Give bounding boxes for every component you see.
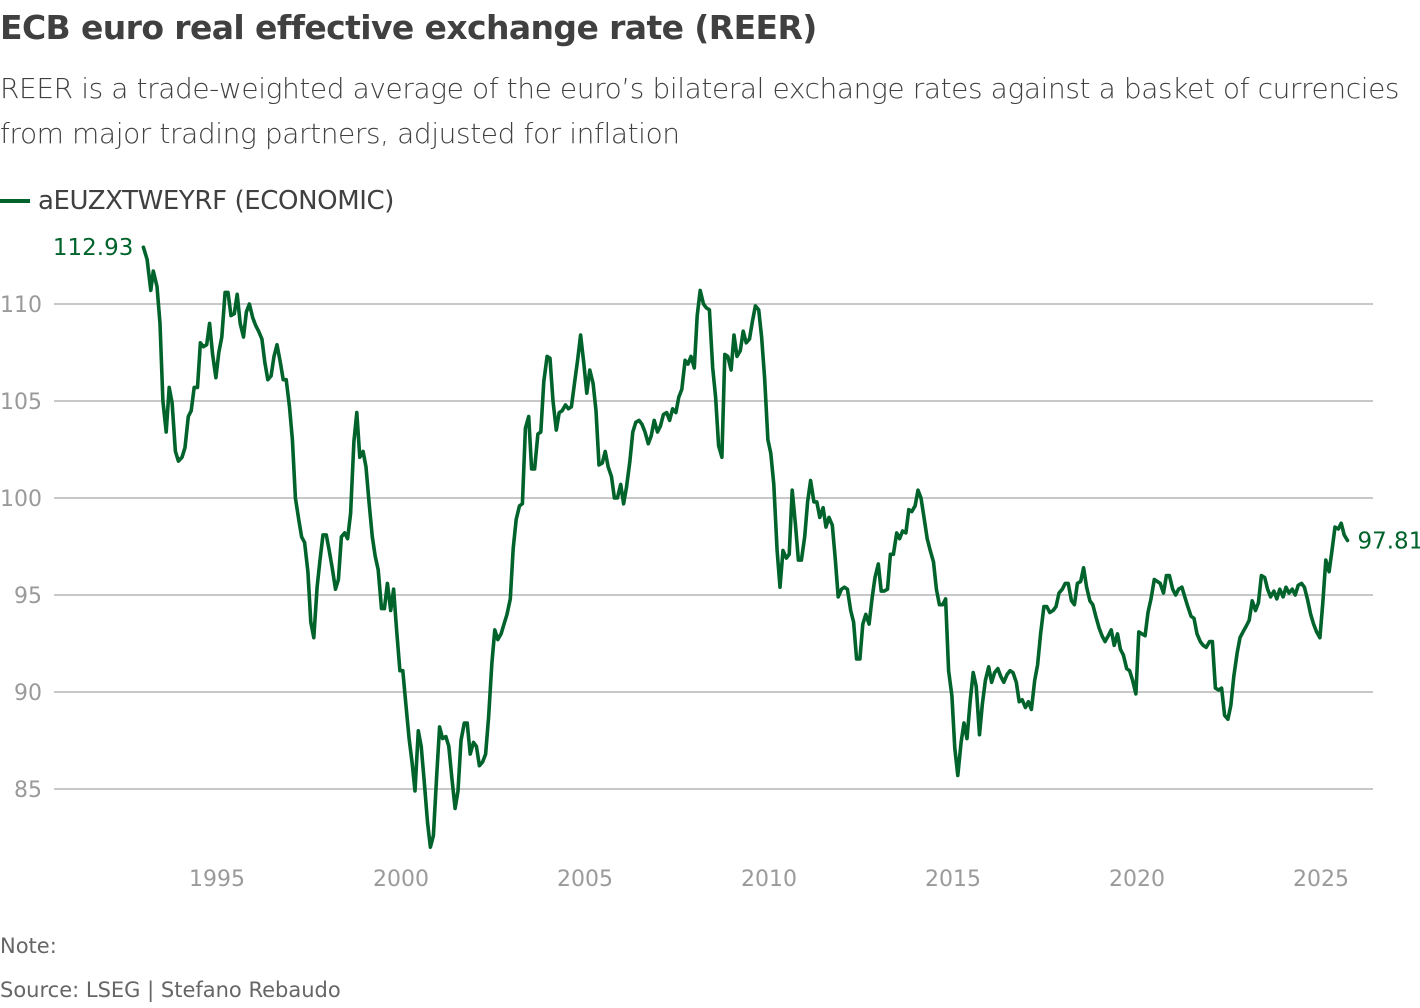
x-tick-label-1995: 1995 — [189, 867, 245, 892]
first-value-label: 112.93 — [53, 235, 133, 261]
x-tick-label-2020: 2020 — [1109, 867, 1165, 892]
chart-subtitle: REER is a trade-weighted average of the … — [0, 72, 1400, 150]
y-tick-label-110: 110 — [0, 293, 42, 318]
chart-title: ECB euro real effective exchange rate (R… — [0, 8, 817, 47]
gridlines — [54, 303, 1373, 790]
y-tick-label-90: 90 — [14, 681, 42, 706]
note: Note: — [0, 934, 57, 958]
legend-swatch — [0, 199, 30, 203]
x-axis: 1995 2000 2005 2010 2015 2020 2025 — [189, 867, 1349, 892]
x-tick-label-2005: 2005 — [557, 867, 613, 892]
y-tick-label-85: 85 — [14, 778, 42, 803]
x-tick-label-2000: 2000 — [373, 867, 429, 892]
x-tick-label-2010: 2010 — [741, 867, 797, 892]
last-value-label: 97.81 — [1357, 528, 1420, 554]
y-tick-label-95: 95 — [14, 584, 42, 609]
source: Source: LSEG | Stefano Rebaudo — [0, 978, 341, 1002]
x-tick-label-2015: 2015 — [925, 867, 981, 892]
y-tick-label-100: 100 — [0, 487, 42, 512]
legend-label: aEUZXTWEYRF (ECONOMIC) — [38, 186, 394, 216]
y-tick-label-105: 105 — [0, 390, 42, 415]
series-line-0 — [141, 245, 1350, 849]
series-group — [141, 245, 1350, 849]
legend: aEUZXTWEYRF (ECONOMIC) — [0, 186, 394, 216]
x-tick-label-2025: 2025 — [1293, 867, 1349, 892]
y-axis: 85 90 95 100 105 110 — [0, 293, 42, 803]
end-labels: 112.93 97.81 — [53, 235, 1420, 554]
